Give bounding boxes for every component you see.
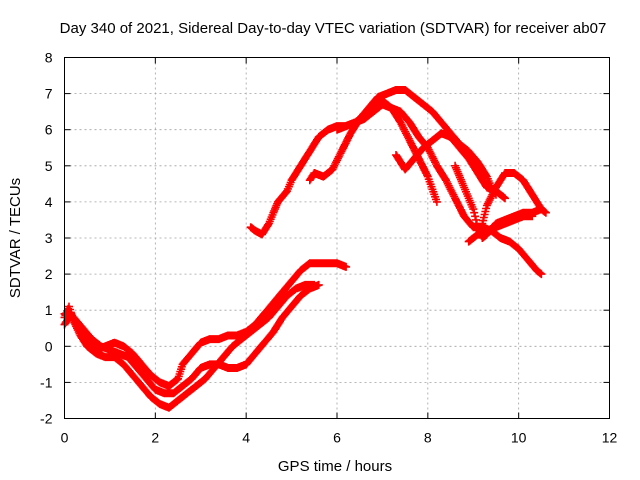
grid-lines [64, 57, 610, 419]
plus-markers [246, 100, 546, 279]
y-tick-label: 5 [45, 158, 53, 174]
plus-markers [464, 212, 537, 246]
x-tick-label: 6 [333, 430, 341, 446]
y-tick-labels: -2 -1 0 1 2 3 4 5 6 7 8 [40, 50, 53, 427]
x-tick-label: 0 [61, 430, 69, 446]
x-tick-label: 4 [242, 430, 250, 446]
y-tick-label: -1 [40, 374, 53, 390]
chart-title: Day 340 of 2021, Sidereal Day-to-day VTE… [60, 20, 607, 37]
y-tick-label: 2 [45, 266, 53, 282]
series-track-9 [478, 169, 550, 228]
x-tick-labels: 0 2 4 6 8 10 12 [61, 430, 618, 446]
series-track-2 [60, 259, 351, 390]
x-tick-label: 10 [511, 430, 527, 446]
data-markers [60, 86, 550, 412]
plot-frame [64, 57, 610, 419]
plus-markers [60, 259, 351, 390]
plus-markers [305, 86, 500, 199]
x-tick-label: 8 [424, 430, 432, 446]
x-axis-title: GPS time / hours [278, 458, 392, 475]
y-tick-label: 7 [45, 86, 53, 102]
y-tick-label: 3 [45, 230, 53, 246]
series-track-4 [246, 100, 546, 279]
y-tick-label: 0 [45, 338, 53, 354]
series-track-6 [333, 96, 441, 206]
y-tick-label: 4 [45, 194, 53, 210]
x-tick-label: 2 [151, 430, 159, 446]
series-track-5 [305, 86, 500, 199]
x-tick-label: 12 [602, 430, 618, 446]
y-tick-label: 1 [45, 302, 53, 318]
series-track-10 [464, 212, 537, 246]
y-tick-label: -2 [40, 411, 53, 427]
y-axis-title: SDTVAR / TECUs [7, 178, 24, 298]
y-tick-label: 8 [45, 50, 53, 66]
y-tick-label: 6 [45, 122, 53, 138]
plus-markers [478, 169, 550, 228]
plus-markers [333, 96, 441, 206]
